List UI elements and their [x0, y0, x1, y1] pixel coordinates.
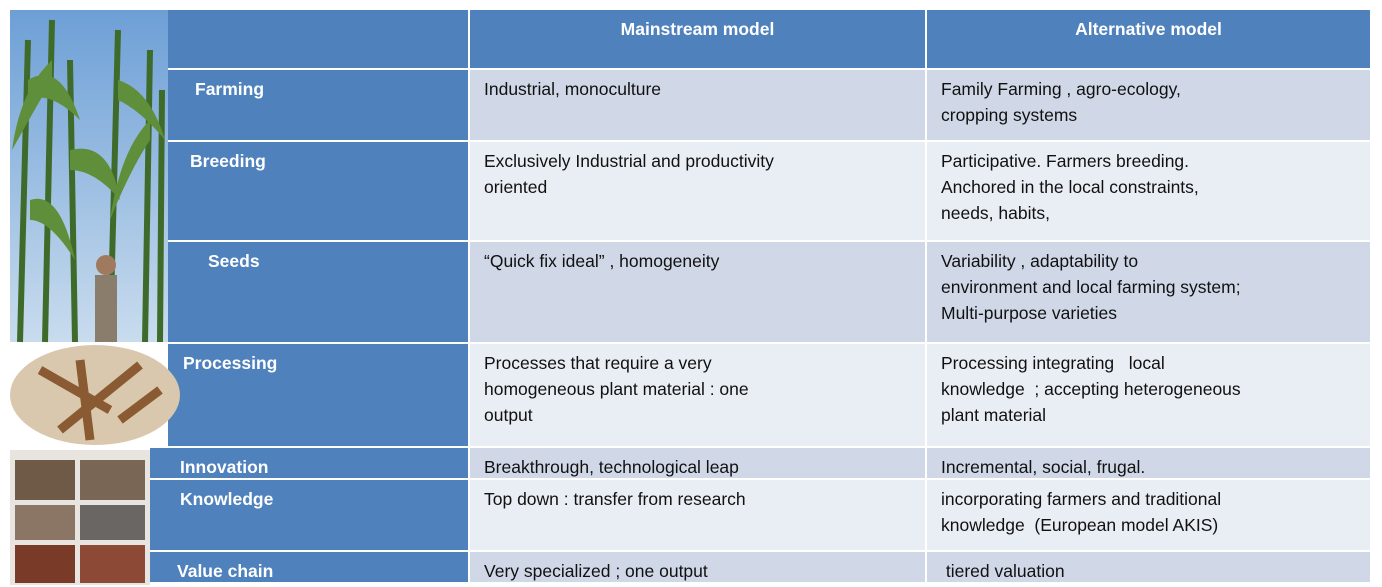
cell-text: homogeneous plant material : one	[484, 379, 749, 399]
row-label: Value chain	[150, 552, 468, 582]
header-cell: Alternative model	[927, 10, 1370, 68]
table-cell: Incremental, social, frugal.	[927, 448, 1370, 478]
cell-text: Processing integrating local	[941, 353, 1165, 373]
row-label: Breeding	[168, 142, 468, 240]
row-label: Farming	[168, 70, 468, 140]
decking-photo	[10, 450, 150, 585]
cell-text: needs, habits,	[941, 203, 1050, 223]
cell-text: cropping systems	[941, 105, 1078, 125]
row-label-text: Innovation	[180, 457, 269, 477]
header-corner	[168, 10, 468, 68]
farmer	[95, 275, 117, 342]
table-cell: Industrial, monoculture	[470, 70, 925, 140]
header-text: Alternative model	[1075, 19, 1222, 39]
cell-text: Participative. Farmers breeding.	[941, 151, 1190, 171]
row-label-text: Knowledge	[180, 489, 274, 509]
row-label-text: Processing	[183, 353, 278, 373]
table-cell: Very specialized ; one output	[470, 552, 925, 582]
cell-text: “Quick fix ideal” , homogeneity	[484, 251, 720, 271]
cell-text: output	[484, 405, 533, 425]
cell-text: oriented	[484, 177, 548, 197]
row-label-text: Seeds	[208, 251, 260, 271]
cell-text: Anchored in the local constraints,	[941, 177, 1199, 197]
cell-text: tiered valuation	[941, 561, 1065, 581]
farmer-head	[96, 255, 116, 275]
row-label: Knowledge	[150, 480, 468, 550]
table-cell: “Quick fix ideal” , homogeneity	[470, 242, 925, 342]
row-label: Innovation	[150, 448, 468, 478]
cell-text: environment and local farming system;	[941, 277, 1241, 297]
row-label: Processing	[168, 344, 468, 446]
row-label-text: Value chain	[177, 561, 274, 581]
cell-text: Breakthrough, technological leap	[484, 457, 739, 477]
cell-text: incorporating farmers and traditional	[941, 489, 1222, 509]
cell-text: Incremental, social, frugal.	[941, 457, 1146, 477]
cell-text: Very specialized ; one output	[484, 561, 708, 581]
cell-text: knowledge (European model AKIS)	[941, 515, 1219, 535]
cell-text: Multi-purpose varieties	[941, 303, 1118, 323]
table-cell: incorporating farmers and traditional kno…	[927, 480, 1370, 550]
photos	[10, 10, 180, 585]
row-label-text: Farming	[195, 79, 265, 99]
cell-text: Exclusively Industrial and productivity	[484, 151, 774, 171]
table-cell: tiered valuation	[927, 552, 1370, 582]
table-cell: Top down : transfer from research	[470, 480, 925, 550]
header-cell: Mainstream model	[470, 10, 925, 68]
table-cell: Family Farming , agro-ecology, cropping s…	[927, 70, 1370, 140]
row-label: Seeds	[168, 242, 468, 342]
wood-chips	[37, 359, 163, 441]
table-cell: Processes that require a very homogeneous…	[470, 344, 925, 446]
cell-text: Family Farming , agro-ecology,	[941, 79, 1181, 99]
table-cell: Participative. Farmers breeding. Anchored…	[927, 142, 1370, 240]
row-label-text: Breeding	[190, 151, 266, 171]
table-cell: Exclusively Industrial and productivity o…	[470, 142, 925, 240]
cell-text: Processes that require a very	[484, 353, 712, 373]
table-cell: Breakthrough, technological leap	[470, 448, 925, 478]
corn-photo	[10, 10, 168, 342]
cell-text: Variability , adaptability to	[941, 251, 1139, 271]
cell-text: knowledge ; accepting heterogeneous	[941, 379, 1241, 399]
cell-text: plant material	[941, 405, 1047, 425]
cell-text: Industrial, monoculture	[484, 79, 662, 99]
table-cell: Processing integrating local knowledge ; …	[927, 344, 1370, 446]
table-cell: Variability , adaptability to environment…	[927, 242, 1370, 342]
header-text: Mainstream model	[620, 19, 775, 39]
cell-text: Top down : transfer from research	[484, 489, 746, 509]
corn-leaves	[12, 60, 165, 260]
